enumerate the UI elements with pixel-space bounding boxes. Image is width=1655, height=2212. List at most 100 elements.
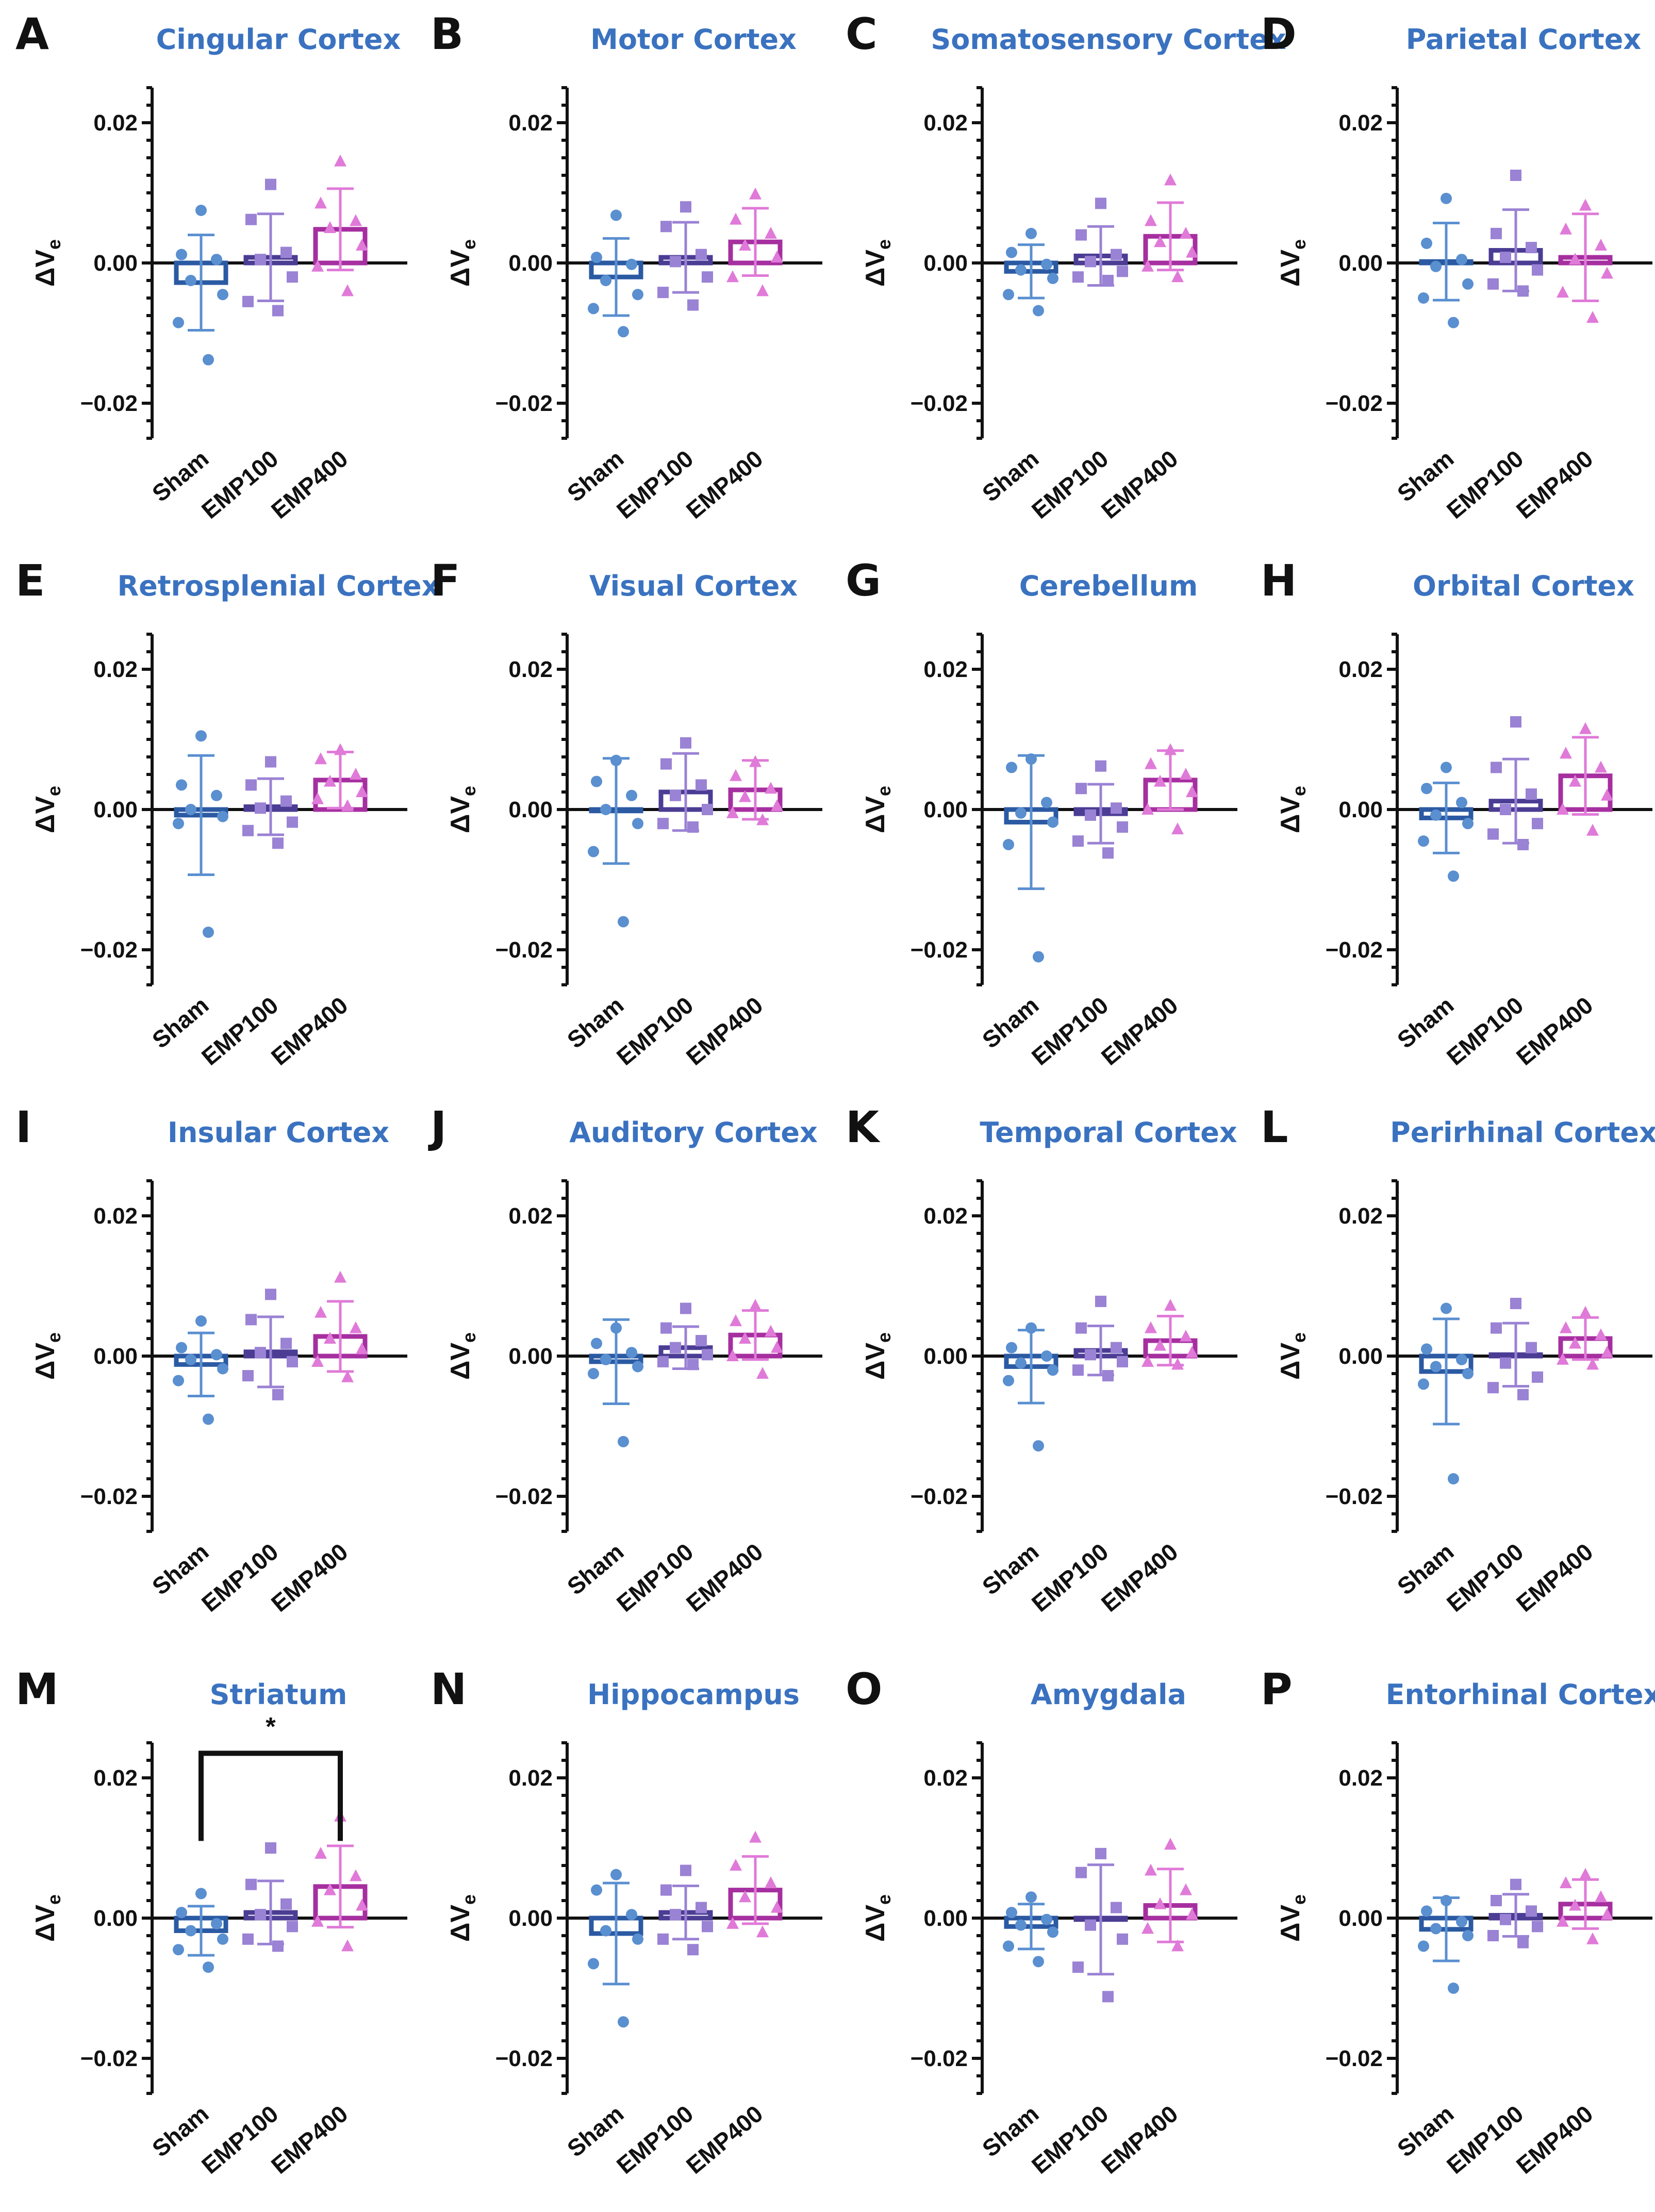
y-axis-label: ΔVe bbox=[1276, 1894, 1310, 1942]
data-point-emp100 bbox=[1085, 1349, 1096, 1361]
data-point-emp400 bbox=[341, 1370, 354, 1382]
data-point-emp100 bbox=[1095, 760, 1106, 772]
x-tick-label-emp400: EMP400 bbox=[1096, 992, 1183, 1070]
data-point-emp400 bbox=[1186, 1346, 1198, 1358]
data-point-sham bbox=[591, 1338, 602, 1349]
data-point-emp100 bbox=[1491, 762, 1502, 773]
x-tick-label-emp400: EMP400 bbox=[1096, 1538, 1183, 1617]
y-tick-label: 0.00 bbox=[93, 797, 138, 822]
data-point-emp100 bbox=[242, 295, 254, 307]
data-point-emp400 bbox=[1601, 267, 1613, 279]
data-point-emp100 bbox=[657, 1356, 669, 1367]
y-tick-label: 0.02 bbox=[93, 1765, 138, 1791]
panel-title-h: Orbital Cortex bbox=[1413, 570, 1634, 602]
data-point-emp100 bbox=[1510, 170, 1521, 181]
y-axis-label: ΔVe bbox=[445, 1332, 479, 1380]
data-point-sham bbox=[610, 754, 622, 766]
data-point-emp400 bbox=[1154, 774, 1166, 787]
data-point-emp400 bbox=[739, 1332, 751, 1344]
chart-panel-i: I Insular Cortex−0.020.000.02ΔVeShamEMP10… bbox=[15, 1102, 407, 1617]
data-point-emp100 bbox=[280, 1338, 292, 1349]
data-point-sham bbox=[1033, 305, 1044, 317]
data-point-emp100 bbox=[1517, 839, 1529, 850]
data-point-sham bbox=[211, 1918, 222, 1929]
y-axis-label: ΔVe bbox=[860, 239, 895, 287]
data-point-sham bbox=[618, 1435, 629, 1447]
data-point-emp400 bbox=[1560, 1321, 1572, 1333]
data-point-sham bbox=[1456, 1353, 1467, 1365]
data-point-emp100 bbox=[680, 1302, 691, 1314]
data-point-emp100 bbox=[1095, 197, 1106, 209]
chart-panel-j: J Auditory Cortex−0.020.000.02ΔVeShamEMP1… bbox=[428, 1102, 822, 1617]
data-point-sham bbox=[588, 303, 599, 315]
data-point-sham bbox=[185, 1353, 196, 1365]
y-tick-label: −0.02 bbox=[80, 391, 138, 416]
data-point-sham bbox=[1003, 1375, 1014, 1386]
data-point-sham bbox=[1033, 951, 1044, 963]
data-point-emp400 bbox=[739, 1890, 751, 1903]
data-point-emp100 bbox=[680, 737, 691, 749]
data-point-emp400 bbox=[1164, 1838, 1177, 1850]
data-point-emp100 bbox=[687, 1359, 699, 1371]
x-tick-label-emp100: EMP100 bbox=[1442, 992, 1529, 1070]
y-tick-label: −0.02 bbox=[80, 1484, 138, 1509]
data-point-emp400 bbox=[1569, 1899, 1581, 1911]
data-point-emp100 bbox=[1500, 804, 1511, 815]
data-point-sham bbox=[1041, 797, 1052, 808]
data-point-emp100 bbox=[670, 1342, 681, 1353]
data-point-emp100 bbox=[1117, 821, 1128, 833]
data-point-emp400 bbox=[1171, 1358, 1184, 1370]
data-point-emp400 bbox=[324, 221, 336, 233]
data-point-emp100 bbox=[657, 1933, 669, 1945]
data-point-emp400 bbox=[1586, 1358, 1599, 1370]
data-point-emp400 bbox=[1579, 722, 1592, 734]
data-point-sham bbox=[1462, 1368, 1474, 1379]
panel-letter-d: D bbox=[1261, 9, 1297, 59]
data-point-emp100 bbox=[1500, 1357, 1511, 1369]
data-point-emp400 bbox=[1164, 743, 1177, 755]
data-point-sham bbox=[185, 804, 196, 815]
data-point-emp400 bbox=[1595, 1890, 1607, 1903]
data-point-emp400 bbox=[771, 799, 783, 812]
data-point-emp100 bbox=[1075, 1867, 1087, 1878]
panel-title-m: Striatum bbox=[210, 1678, 347, 1711]
data-point-emp400 bbox=[771, 1901, 783, 1913]
y-tick-label: 0.02 bbox=[923, 1765, 968, 1791]
data-point-emp400 bbox=[334, 743, 346, 755]
data-point-emp400 bbox=[334, 1270, 346, 1283]
chart-panel-m: M Striatum−0.020.000.02ΔVeShamEMP100EMP40… bbox=[15, 1664, 407, 2179]
data-point-emp400 bbox=[1145, 1863, 1157, 1876]
data-point-emp400 bbox=[749, 755, 762, 767]
chart-panel-c: C Somatosensory Cortex−0.020.000.02ΔVeSha… bbox=[846, 9, 1286, 524]
data-point-emp100 bbox=[1111, 802, 1122, 814]
data-point-emp100 bbox=[660, 1322, 672, 1334]
data-point-sham bbox=[588, 1368, 599, 1379]
data-point-sham bbox=[1430, 260, 1442, 272]
data-point-emp100 bbox=[696, 1902, 707, 1913]
data-point-emp100 bbox=[1491, 1322, 1502, 1334]
data-point-sham bbox=[632, 1361, 643, 1373]
data-point-emp100 bbox=[255, 254, 266, 266]
data-point-sham bbox=[1462, 1930, 1474, 1941]
data-point-sham bbox=[217, 289, 228, 301]
x-tick-label-emp400: EMP400 bbox=[1096, 445, 1183, 524]
data-point-emp100 bbox=[680, 1864, 691, 1876]
data-point-emp400 bbox=[311, 792, 324, 804]
data-point-emp400 bbox=[1180, 768, 1192, 780]
y-tick-label: −0.02 bbox=[911, 391, 968, 416]
data-point-emp400 bbox=[1560, 222, 1572, 235]
y-tick-label: 0.00 bbox=[1338, 797, 1383, 822]
panel-title-n: Hippocampus bbox=[587, 1678, 800, 1711]
data-point-emp100 bbox=[245, 779, 257, 791]
data-point-sham bbox=[626, 258, 637, 270]
y-axis-label: ΔVe bbox=[30, 1332, 64, 1380]
y-tick-label: −0.02 bbox=[495, 391, 553, 416]
data-point-sham bbox=[185, 275, 196, 286]
data-point-sham bbox=[176, 1907, 187, 1919]
data-point-emp400 bbox=[1579, 199, 1592, 211]
y-axis-label: ΔVe bbox=[1276, 239, 1310, 287]
data-point-emp400 bbox=[1164, 1299, 1177, 1311]
data-point-emp100 bbox=[255, 802, 266, 814]
data-point-emp400 bbox=[315, 1306, 327, 1318]
data-point-emp400 bbox=[1171, 270, 1184, 283]
